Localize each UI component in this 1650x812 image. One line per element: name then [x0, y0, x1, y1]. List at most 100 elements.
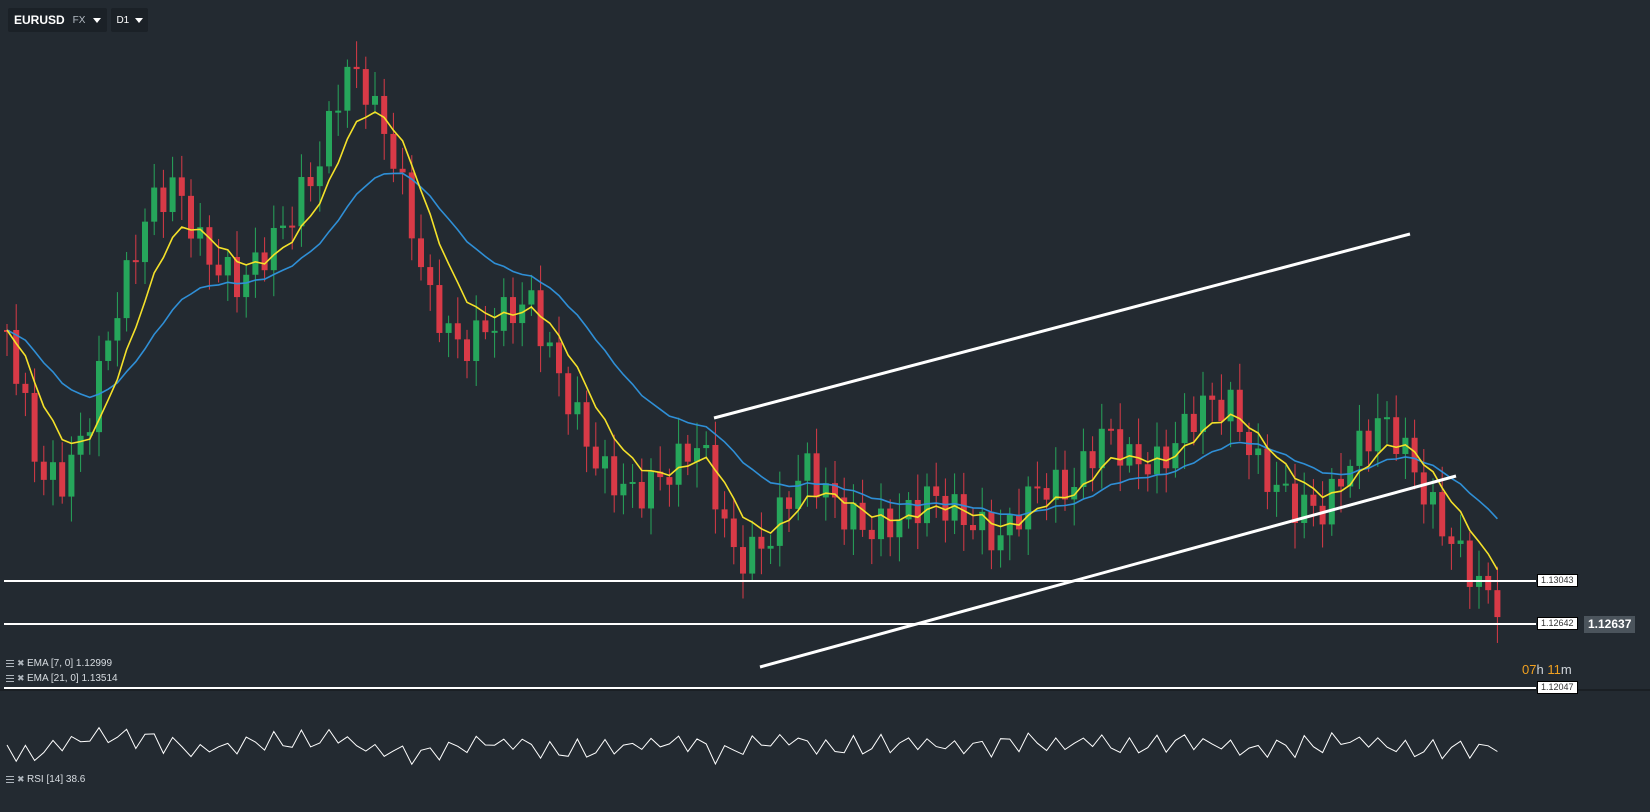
candle-body	[832, 483, 838, 498]
candle-body	[850, 502, 857, 530]
candle-body	[740, 547, 746, 574]
candle-body	[40, 461, 47, 480]
candle-body	[1411, 437, 1418, 473]
candle-body	[86, 432, 93, 436]
candle-body	[1062, 469, 1068, 500]
candle-body	[1466, 540, 1473, 587]
candle-body	[556, 342, 562, 374]
candle-body	[592, 446, 599, 469]
candle-body	[381, 95, 388, 134]
candle-body	[178, 177, 185, 196]
candle-body	[1292, 483, 1298, 523]
candle-body	[1310, 494, 1317, 506]
candle-body	[418, 238, 424, 268]
candle-body	[142, 221, 148, 263]
candle-body	[427, 267, 434, 286]
candle-body	[1108, 428, 1114, 431]
candle-body	[730, 518, 737, 548]
candle-body	[887, 508, 894, 538]
candle-body	[914, 499, 921, 524]
candle-body	[988, 511, 995, 551]
candle-body	[1200, 395, 1206, 433]
candle-body	[1080, 451, 1087, 487]
candle-body	[482, 320, 489, 333]
symbol-name: EURUSD	[14, 13, 65, 27]
candle-body	[445, 323, 452, 333]
ema7-line	[6, 111, 1499, 571]
candle-body	[344, 66, 351, 111]
candle-body	[1393, 417, 1400, 454]
candle-body	[114, 318, 121, 341]
settings-icon[interactable]	[6, 660, 14, 667]
candlestick-series	[4, 41, 1501, 643]
candle-body	[970, 525, 976, 531]
candle-body	[1282, 483, 1289, 486]
candle-body	[1273, 484, 1280, 492]
symbol-selector[interactable]: EURUSD FX	[8, 8, 108, 32]
candle-body	[675, 443, 682, 485]
ema7-legend-label: EMA [7, 0] 1.12999	[27, 658, 113, 669]
candle-body	[243, 274, 250, 298]
channel-upper-trendline[interactable]	[713, 232, 1411, 420]
candle-body	[804, 453, 811, 481]
candle-body	[316, 166, 323, 187]
candle-body	[1255, 448, 1262, 456]
candle-body	[298, 177, 305, 227]
candle-body	[638, 481, 645, 509]
candle-body	[1264, 448, 1271, 492]
channel-lower-trendline[interactable]	[759, 474, 1457, 669]
price-level-tag-3[interactable]: 1.12047	[1537, 681, 1578, 694]
chevron-down-icon	[93, 17, 102, 23]
candle-body	[657, 471, 664, 478]
close-icon[interactable]: ✖	[17, 658, 25, 668]
candle-body	[666, 477, 673, 485]
candle-body	[1016, 514, 1022, 530]
candle-body	[1420, 472, 1427, 505]
candle-countdown: 07h 11m	[1522, 662, 1572, 677]
candle-body	[786, 497, 792, 509]
candle-body	[1347, 465, 1354, 487]
countdown-hours-unit: h	[1536, 662, 1544, 677]
settings-icon[interactable]	[6, 675, 14, 682]
candle-body	[1006, 514, 1013, 536]
ema21-legend: ✖ EMA [21, 0] 1.13514	[6, 673, 118, 684]
settings-icon[interactable]	[6, 776, 14, 783]
price-level-tag-1[interactable]: 1.13043	[1537, 574, 1578, 587]
ema21-legend-label: EMA [21, 0] 1.13514	[27, 673, 118, 684]
candle-body	[1089, 451, 1096, 469]
candle-body	[151, 187, 158, 222]
candle-body	[1190, 413, 1197, 433]
countdown-hours: 07	[1522, 662, 1537, 677]
close-icon[interactable]: ✖	[17, 774, 25, 784]
close-icon[interactable]: ✖	[17, 673, 25, 683]
timeframe-selector[interactable]: D1	[111, 8, 149, 32]
candle-body	[160, 187, 167, 213]
candle-body	[464, 339, 470, 362]
candle-body	[776, 497, 783, 546]
current-price-tag: 1.12637	[1584, 616, 1636, 633]
candle-body	[326, 110, 332, 167]
candle-body	[758, 536, 765, 549]
candle-body	[767, 545, 774, 549]
symbol-type: FX	[72, 14, 86, 26]
candle-body	[1154, 446, 1160, 475]
rsi-legend: ✖ RSI [14] 38.6	[6, 774, 85, 785]
candle-body	[13, 330, 20, 384]
candle-body	[537, 290, 544, 347]
candle-body	[960, 494, 967, 526]
candle-body	[841, 497, 848, 530]
candle-body	[1236, 389, 1243, 432]
candle-body	[206, 227, 213, 265]
candle-body	[583, 402, 590, 447]
candle-body	[1163, 446, 1170, 469]
candle-body	[602, 456, 608, 469]
candle-body	[353, 66, 360, 70]
candle-body	[1328, 478, 1335, 525]
candle-body	[510, 297, 516, 324]
candle-body	[933, 486, 940, 496]
candle-body	[546, 342, 553, 347]
candle-body	[859, 502, 866, 530]
price-level-tag-2[interactable]: 1.12642	[1537, 617, 1578, 630]
candle-body	[528, 290, 535, 305]
